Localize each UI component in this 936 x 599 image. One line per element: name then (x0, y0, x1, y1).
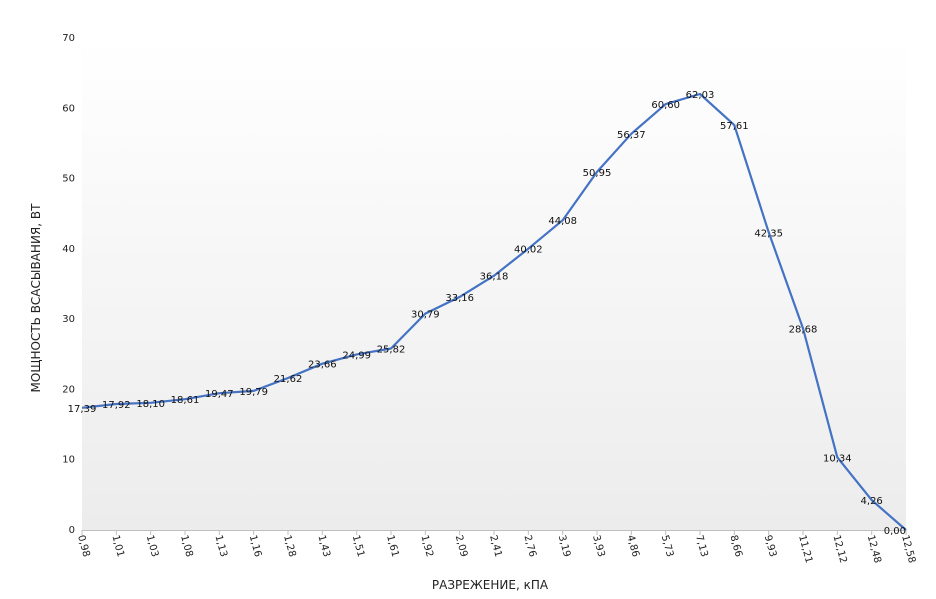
y-tick-label: 0 (69, 525, 75, 536)
x-tick-label: 2,76 (521, 534, 537, 558)
data-label: 17,92 (102, 400, 131, 411)
data-label: 57,61 (720, 121, 749, 132)
data-label: 19,47 (205, 389, 234, 400)
data-label: 17,39 (68, 404, 97, 415)
data-label: 30,79 (411, 310, 440, 321)
x-tick-label: 1,61 (384, 534, 400, 558)
data-label: 60,60 (651, 100, 680, 111)
data-label: 0,00 (884, 526, 906, 537)
x-tick-label: 1,51 (350, 534, 366, 558)
data-label: 23,66 (308, 360, 337, 371)
x-tick-label: 1,43 (315, 534, 331, 558)
x-tick-label: 1,08 (178, 534, 194, 558)
data-label: 19,79 (239, 387, 268, 398)
x-tick-label: 9,93 (762, 534, 778, 558)
x-tick-label: 8,66 (727, 534, 743, 558)
data-label: 56,37 (617, 130, 646, 141)
x-tick-label: 0,98 (75, 534, 91, 558)
data-label: 40,02 (514, 245, 543, 256)
x-axis: 0,98 1,01 1,03 1,08 1,13 1,16 1,28 1,43 1,51 1,61… (75, 530, 917, 564)
x-tick-label: 5,73 (659, 534, 675, 558)
data-label: 18,61 (171, 395, 200, 406)
x-tick-label: 1,28 (281, 534, 297, 558)
data-label: 50,95 (583, 168, 612, 179)
data-label: 42,35 (754, 228, 783, 239)
y-axis: 0 10 20 30 40 50 60 70 (62, 33, 75, 536)
data-label: 44,08 (548, 216, 577, 227)
series-line (81, 92, 907, 531)
data-label: 18,10 (136, 399, 165, 410)
x-tick-label: 12,12 (830, 534, 848, 565)
x-tick-label: 1,92 (418, 534, 434, 558)
x-tick-label: 1,01 (109, 534, 125, 558)
data-label: 62,03 (686, 90, 715, 101)
data-label: 4,26 (861, 496, 883, 507)
x-tick-label: 2,09 (453, 534, 469, 558)
y-tick-label: 50 (62, 174, 75, 185)
data-label: 21,62 (274, 374, 303, 385)
x-tick-label: 2,41 (487, 534, 503, 558)
x-tick-label: 1,16 (247, 534, 263, 558)
y-tick-label: 20 (62, 384, 75, 395)
data-label: 10,34 (823, 453, 852, 464)
data-label: 28,68 (789, 324, 818, 335)
x-tick-label: 7,13 (693, 534, 709, 558)
x-tick-label: 1,13 (212, 534, 228, 558)
y-tick-label: 30 (62, 314, 75, 325)
y-axis-title: МОЩНОСТЬ ВСАСЫВАНИЯ, ВТ (29, 203, 43, 393)
x-axis-title: РАЗРЕЖЕНИЕ, кПА (432, 578, 549, 592)
data-label: 25,82 (377, 345, 406, 356)
x-tick-label: 3,93 (590, 534, 606, 558)
y-tick-label: 40 (62, 244, 75, 255)
y-tick-label: 10 (62, 455, 75, 466)
x-tick-label: 3,19 (556, 534, 572, 558)
data-label: 33,16 (445, 293, 474, 304)
x-tick-label: 4,86 (624, 534, 640, 558)
y-tick-label: 70 (62, 33, 75, 44)
data-label: 36,18 (480, 272, 509, 283)
plot-area (82, 38, 906, 530)
data-label: 24,99 (342, 350, 371, 361)
x-tick-label: 1,03 (144, 534, 160, 558)
x-tick-label: 12,58 (899, 534, 917, 565)
x-tick-label: 12,48 (865, 534, 883, 565)
y-tick-label: 60 (62, 103, 75, 114)
data-labels: 17,39 17,92 18,10 18,61 19,47 19,79 21,62 23,66… (68, 90, 906, 537)
x-tick-label: 11,21 (796, 534, 814, 565)
